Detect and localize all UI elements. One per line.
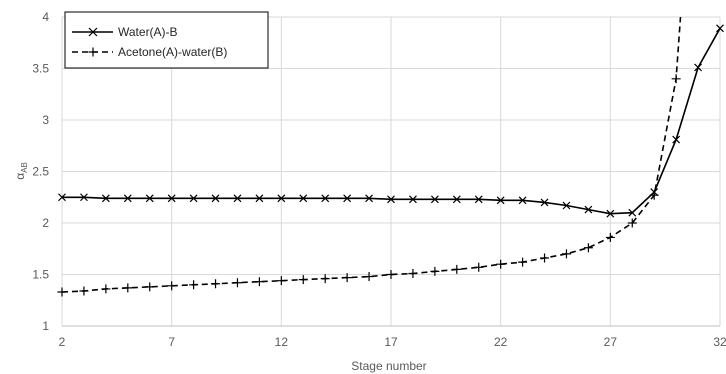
legend: Water(A)-B Acetone(A)-water(B) [64,11,269,69]
data-point-acetone [474,262,484,272]
data-point-water [101,194,110,203]
data-point-acetone [518,257,528,267]
data-point-water [80,193,88,202]
data-point-acetone [101,284,111,294]
data-point-water [321,194,330,203]
data-point-water [343,194,352,203]
data-point-acetone [211,279,221,289]
data-point-acetone [276,276,286,286]
data-point-acetone [79,286,89,296]
legend-box [64,11,269,69]
data-point-acetone [605,232,615,242]
data-point-water [694,63,702,72]
data-point-acetone [167,281,177,291]
x-tick-label: 32 [713,335,726,349]
data-point-water [211,194,220,203]
x-tick-label: 17 [384,335,398,349]
data-point-acetone [452,264,462,274]
data-point-water [716,24,724,33]
data-point-acetone [320,274,330,284]
x-tick-label: 22 [494,335,508,349]
data-point-acetone [649,190,659,200]
data-point-acetone [430,266,440,276]
y-axis-title: αAB [13,162,29,180]
data-point-water [409,195,417,204]
data-point-acetone [57,287,67,297]
data-point-water [299,194,308,203]
y-axis-title-main: α [13,173,27,180]
x-tick-label: 7 [168,335,175,349]
y-tick-label: 3 [42,113,49,127]
data-point-water [58,193,66,202]
x-tick-label: 12 [275,335,289,349]
data-point-water [452,195,461,204]
data-point-water [189,194,198,203]
x-tick-label: 27 [604,335,618,349]
data-point-acetone [298,275,308,285]
data-point-acetone [232,278,242,288]
legend-marker-water [88,27,98,37]
data-point-acetone [583,243,593,253]
data-point-water [628,208,637,217]
data-point-water [233,194,242,203]
series-group [57,16,724,297]
data-point-water [277,194,286,203]
data-point-acetone [408,268,418,278]
data-point-acetone [189,280,199,290]
data-point-water [387,195,395,204]
data-point-acetone [145,282,155,292]
legend-marker-acetone [88,47,98,57]
data-point-acetone [627,218,637,228]
data-point-water [584,205,593,214]
y-tick-label: 1.5 [32,268,49,282]
data-point-acetone [386,270,396,279]
data-point-acetone [254,277,264,287]
y-tick-label: 2.5 [32,165,49,179]
legend-label-acetone: Acetone(A)-water(B) [118,45,227,59]
data-point-water [365,194,373,203]
data-point-water [496,196,505,205]
x-tick-label: 2 [59,335,66,349]
y-tick-label: 3.5 [32,62,49,76]
data-point-water [430,195,439,204]
data-point-water [255,194,264,203]
data-point-acetone [671,74,681,84]
data-point-water [518,196,527,205]
x-tick-labels: 2 7 12 17 22 27 32 [59,335,726,349]
y-tick-label: 2 [42,216,49,230]
data-point-water [167,194,176,203]
data-point-acetone [496,259,506,269]
data-point-acetone [342,273,352,283]
y-tick-labels: 1 1.5 2 2.5 3 3.5 4 [32,10,49,333]
data-point-water [562,201,571,210]
y-tick-label: 1 [42,319,49,333]
legend-label-water: Water(A)-B [118,25,178,39]
data-point-water [474,195,483,204]
series-line-acetone [61,16,682,293]
data-point-water [123,194,132,203]
data-point-acetone [561,249,571,259]
y-tick-label: 4 [42,10,49,24]
data-point-acetone [540,253,550,263]
data-point-water [540,198,549,207]
y-axis-title-subscript: AB [20,162,29,173]
data-point-acetone [123,283,133,293]
data-point-acetone [364,272,374,282]
x-axis-title: Stage number [351,359,426,373]
data-point-water [672,135,681,144]
data-point-water [606,209,615,218]
data-point-water [145,194,154,203]
